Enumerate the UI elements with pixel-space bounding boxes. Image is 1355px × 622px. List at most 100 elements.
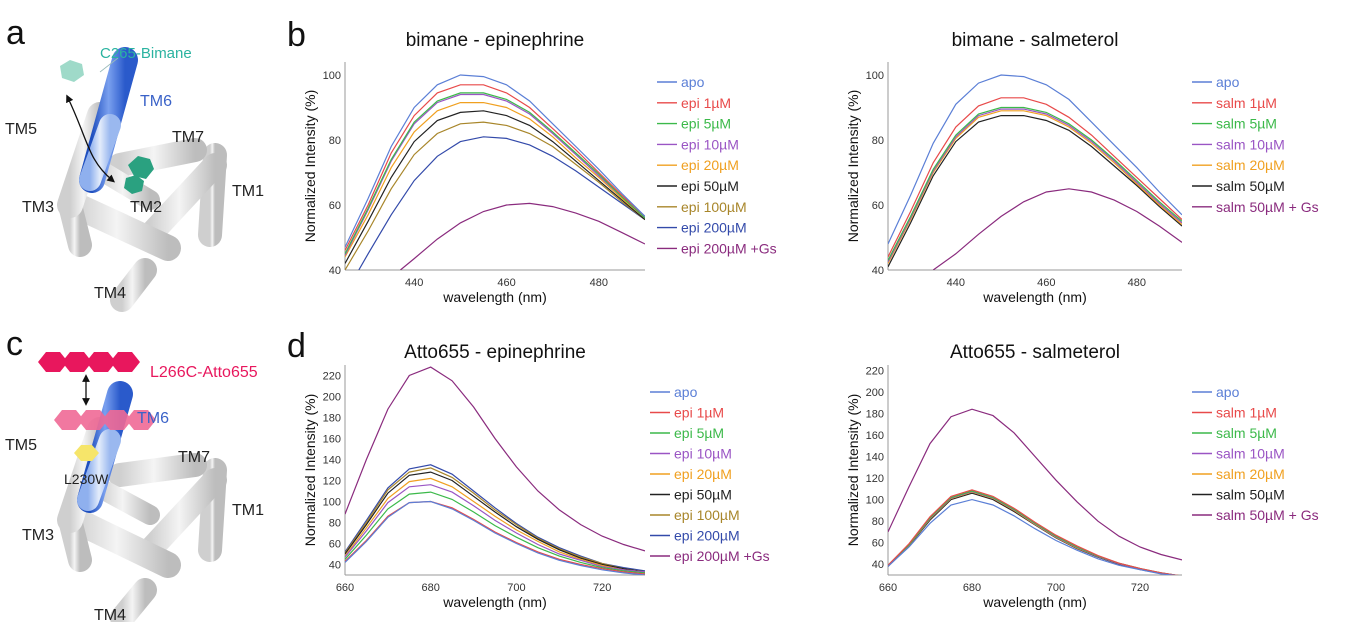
y-tick-label: 200 xyxy=(866,387,884,399)
y-tick-label: 40 xyxy=(329,560,341,572)
bimane-probe-inward xyxy=(124,156,154,194)
helix-label-tm6: TM6 xyxy=(137,410,169,427)
atto-probe-outward xyxy=(38,352,140,372)
series-line xyxy=(400,202,645,270)
legend-entry: salm 50µM xyxy=(1216,487,1285,503)
tryptophan-residue xyxy=(74,445,99,461)
series-line xyxy=(932,188,1182,270)
y-tick-label: 140 xyxy=(866,452,884,464)
series-line xyxy=(345,464,645,572)
y-tick-label: 60 xyxy=(329,539,341,551)
x-tick-label: 480 xyxy=(590,277,608,289)
probe-label-a: C265-Bimane xyxy=(100,45,192,62)
series-line xyxy=(888,408,1182,561)
y-axis-label: Normalized Intensity (%) xyxy=(845,394,861,547)
x-axis-label: wavelength (nm) xyxy=(442,594,547,610)
legend-entry: apo xyxy=(1216,74,1240,90)
helix-label-tm7: TM7 xyxy=(178,449,210,466)
series-line xyxy=(345,477,645,573)
legend-entry: apo xyxy=(681,74,705,90)
probe-label-c: L266C-Atto655 xyxy=(150,364,258,381)
plot-area xyxy=(888,74,1182,270)
series-line xyxy=(345,491,645,574)
x-tick-label: 680 xyxy=(422,582,440,594)
series-line xyxy=(888,490,1179,575)
y-tick-label: 60 xyxy=(872,538,884,550)
legend-entry: epi 200µM xyxy=(674,528,740,544)
x-tick-label: 460 xyxy=(1037,277,1055,289)
y-tick-label: 220 xyxy=(323,371,341,383)
series-line xyxy=(358,136,645,270)
series-line xyxy=(888,97,1182,258)
y-axis-label: Normalized Intensity (%) xyxy=(302,394,318,547)
legend-entry: salm 5µM xyxy=(1216,425,1277,441)
series-line xyxy=(345,93,645,256)
y-tick-label: 200 xyxy=(323,392,341,404)
series-line xyxy=(888,490,1179,575)
series-line xyxy=(345,121,645,270)
legend-entry: epi 200µM xyxy=(681,220,747,236)
legend-entry: epi 100µM xyxy=(681,199,747,215)
y-tick-label: 80 xyxy=(329,518,341,530)
legend-entry: epi 20µM xyxy=(681,157,739,173)
legend-entry: salm 50µM + Gs xyxy=(1216,199,1319,215)
legend-entry: epi 20µM xyxy=(674,466,732,482)
series-line xyxy=(345,74,645,248)
spectra-charts: bimane - epinephrine 440 460 480 40 60 80 100 wa… xyxy=(302,30,1319,610)
x-tick-label: 700 xyxy=(1047,582,1065,594)
y-tick-label: 80 xyxy=(872,516,884,528)
x-axis-label: wavelength (nm) xyxy=(982,594,1087,610)
series-line xyxy=(345,500,645,575)
y-tick-label: 80 xyxy=(329,135,341,147)
y-tick-label: 140 xyxy=(323,455,341,467)
x-tick-label: 480 xyxy=(1128,277,1146,289)
y-axis-label: Normalized Intensity (%) xyxy=(302,90,318,243)
mutation-label: L230W xyxy=(64,471,109,487)
y-tick-label: 40 xyxy=(872,559,884,571)
probe-leader-line xyxy=(99,57,119,73)
series-line xyxy=(888,108,1182,263)
panel-label-d: d xyxy=(287,327,306,365)
legend-entry: epi 200µM +Gs xyxy=(681,240,777,256)
tm6-lower-segment xyxy=(77,429,121,511)
y-tick-label: 100 xyxy=(323,497,341,509)
legend: apo epi 1µM epi 5µM epi 10µM epi 20µM epi 50µ… xyxy=(650,384,770,564)
legend-entry: epi 5µM xyxy=(674,425,724,441)
panel-label-b: b xyxy=(287,16,306,54)
helix-label-tm6: TM6 xyxy=(140,93,172,110)
legend-entry: salm 50µM xyxy=(1216,178,1285,194)
legend-entry: apo xyxy=(674,384,698,400)
legend-entry: epi 10µM xyxy=(674,446,732,462)
legend-entry: epi 1µM xyxy=(674,405,724,421)
probe-movement-arrow xyxy=(66,94,115,183)
legend-entry: salm 1µM xyxy=(1216,95,1277,111)
series-line xyxy=(345,467,645,573)
y-tick-label: 220 xyxy=(866,365,884,377)
y-tick-label: 160 xyxy=(866,430,884,442)
legend-entry: epi 5µM xyxy=(681,116,731,132)
legend-entry: salm 20µM xyxy=(1216,466,1285,482)
helix-label-tm5: TM5 xyxy=(5,437,37,454)
series-line xyxy=(888,492,1176,575)
series-line xyxy=(345,366,645,552)
x-tick-label: 680 xyxy=(963,582,981,594)
x-tick-label: 660 xyxy=(336,582,354,594)
receptor-diagram-a: C265-Bimane TM5 TM6 TM7 TM3 TM2 TM1 TM4 xyxy=(5,45,264,312)
y-tick-label: 120 xyxy=(866,473,884,485)
series-line xyxy=(345,484,645,573)
chart-title: bimane - epinephrine xyxy=(406,30,585,51)
plot-area xyxy=(888,408,1182,575)
chart-4: Atto655 - salmeterol 660 680 700 720 40 60 80 10… xyxy=(845,342,1319,610)
legend-entry: epi 200µM +Gs xyxy=(674,548,770,564)
x-tick-label: 660 xyxy=(879,582,897,594)
plot-area xyxy=(345,366,645,575)
helix-label-tm4: TM4 xyxy=(94,285,126,302)
x-tick-label: 460 xyxy=(497,277,515,289)
helix-label-tm4: TM4 xyxy=(94,607,126,622)
y-tick-label: 120 xyxy=(323,476,341,488)
chart-title: Atto655 - epinephrine xyxy=(404,342,586,363)
chart-3: Atto655 - epinephrine 660 680 700 720 40 60 80 1… xyxy=(302,342,770,610)
helix-label-tm3: TM3 xyxy=(22,199,54,216)
bimane-probe-outward xyxy=(60,60,84,82)
